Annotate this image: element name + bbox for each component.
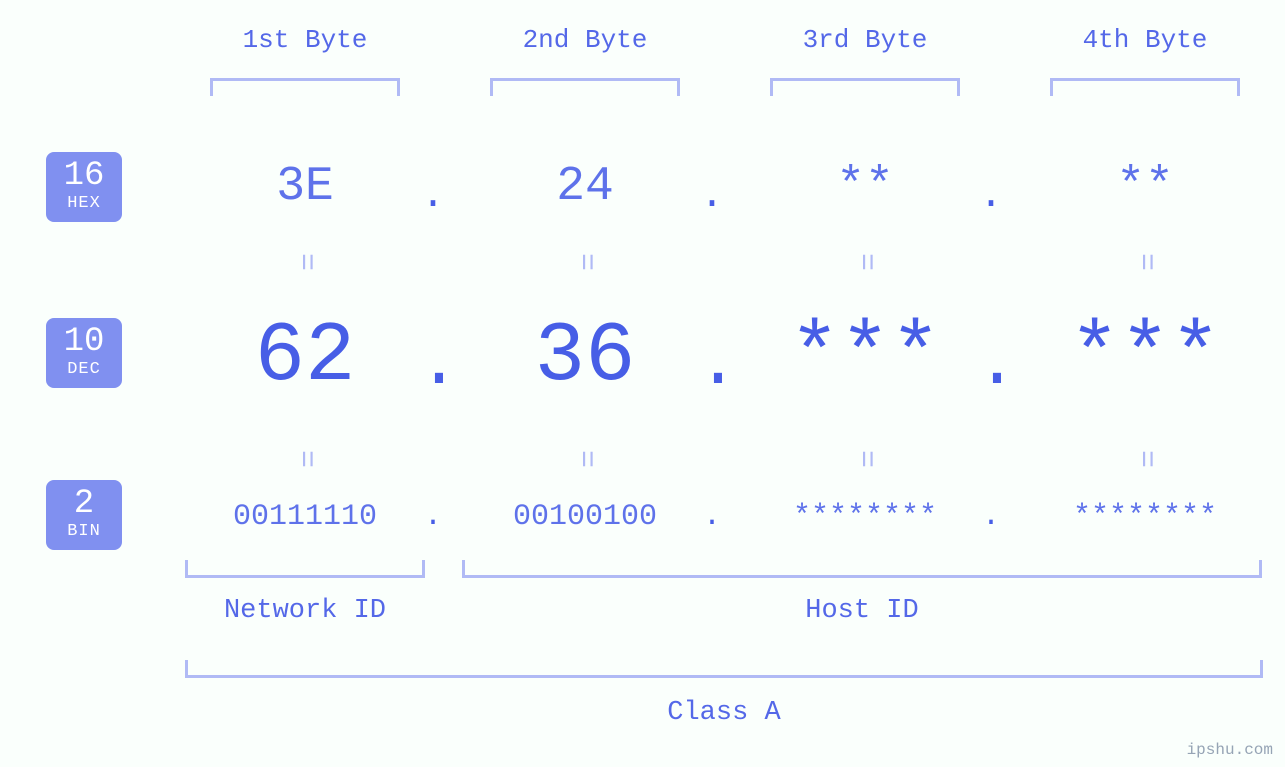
hex-byte-4: ** xyxy=(1020,160,1270,214)
dec-dot-2: . xyxy=(697,326,727,405)
hex-dot-1: . xyxy=(418,174,448,219)
badge-bin: 2 BIN xyxy=(46,480,122,550)
badge-bin-number: 2 xyxy=(60,486,108,523)
bin-byte-2: 00100100 xyxy=(460,500,710,534)
equals-icon: = xyxy=(848,247,882,277)
top-bracket-4 xyxy=(1050,78,1240,96)
byte-title-4: 4th Byte xyxy=(1020,25,1270,55)
byte-title-1: 1st Byte xyxy=(180,25,430,55)
badge-bin-label: BIN xyxy=(60,523,108,542)
bin-dot-2: . xyxy=(697,500,727,534)
equals-icon: = xyxy=(568,247,602,277)
badge-dec: 10 DEC xyxy=(46,318,122,388)
hex-byte-3: ** xyxy=(740,160,990,214)
top-bracket-2 xyxy=(490,78,680,96)
host-id-label: Host ID xyxy=(462,596,1262,626)
hex-dot-2: . xyxy=(697,174,727,219)
badge-hex: 16 HEX xyxy=(46,152,122,222)
dec-byte-2: 36 xyxy=(460,310,710,405)
dec-dot-3: . xyxy=(976,326,1006,405)
badge-hex-label: HEX xyxy=(60,195,108,214)
top-bracket-1 xyxy=(210,78,400,96)
bin-byte-1: 00111110 xyxy=(180,500,430,534)
top-bracket-3 xyxy=(770,78,960,96)
equals-icon: = xyxy=(568,444,602,474)
hex-dot-3: . xyxy=(976,174,1006,219)
bin-dot-1: . xyxy=(418,500,448,534)
equals-icon: = xyxy=(288,444,322,474)
bin-byte-3: ******** xyxy=(740,500,990,534)
dec-byte-1: 62 xyxy=(180,310,430,405)
badge-dec-number: 10 xyxy=(60,324,108,361)
bin-dot-3: . xyxy=(976,500,1006,534)
dec-byte-3: *** xyxy=(740,310,990,405)
hex-byte-1: 3E xyxy=(180,160,430,214)
network-id-bracket xyxy=(185,560,425,578)
badge-dec-label: DEC xyxy=(60,361,108,380)
dec-byte-4: *** xyxy=(1020,310,1270,405)
watermark: ipshu.com xyxy=(1187,741,1273,759)
bin-byte-4: ******** xyxy=(1020,500,1270,534)
byte-title-3: 3rd Byte xyxy=(740,25,990,55)
byte-title-2: 2nd Byte xyxy=(460,25,710,55)
network-id-label: Network ID xyxy=(185,596,425,626)
dec-dot-1: . xyxy=(418,326,448,405)
class-bracket xyxy=(185,660,1263,678)
equals-icon: = xyxy=(1128,247,1162,277)
class-label: Class A xyxy=(185,698,1263,728)
equals-icon: = xyxy=(288,247,322,277)
hex-byte-2: 24 xyxy=(460,160,710,214)
equals-icon: = xyxy=(848,444,882,474)
equals-icon: = xyxy=(1128,444,1162,474)
badge-hex-number: 16 xyxy=(60,158,108,195)
host-id-bracket xyxy=(462,560,1262,578)
